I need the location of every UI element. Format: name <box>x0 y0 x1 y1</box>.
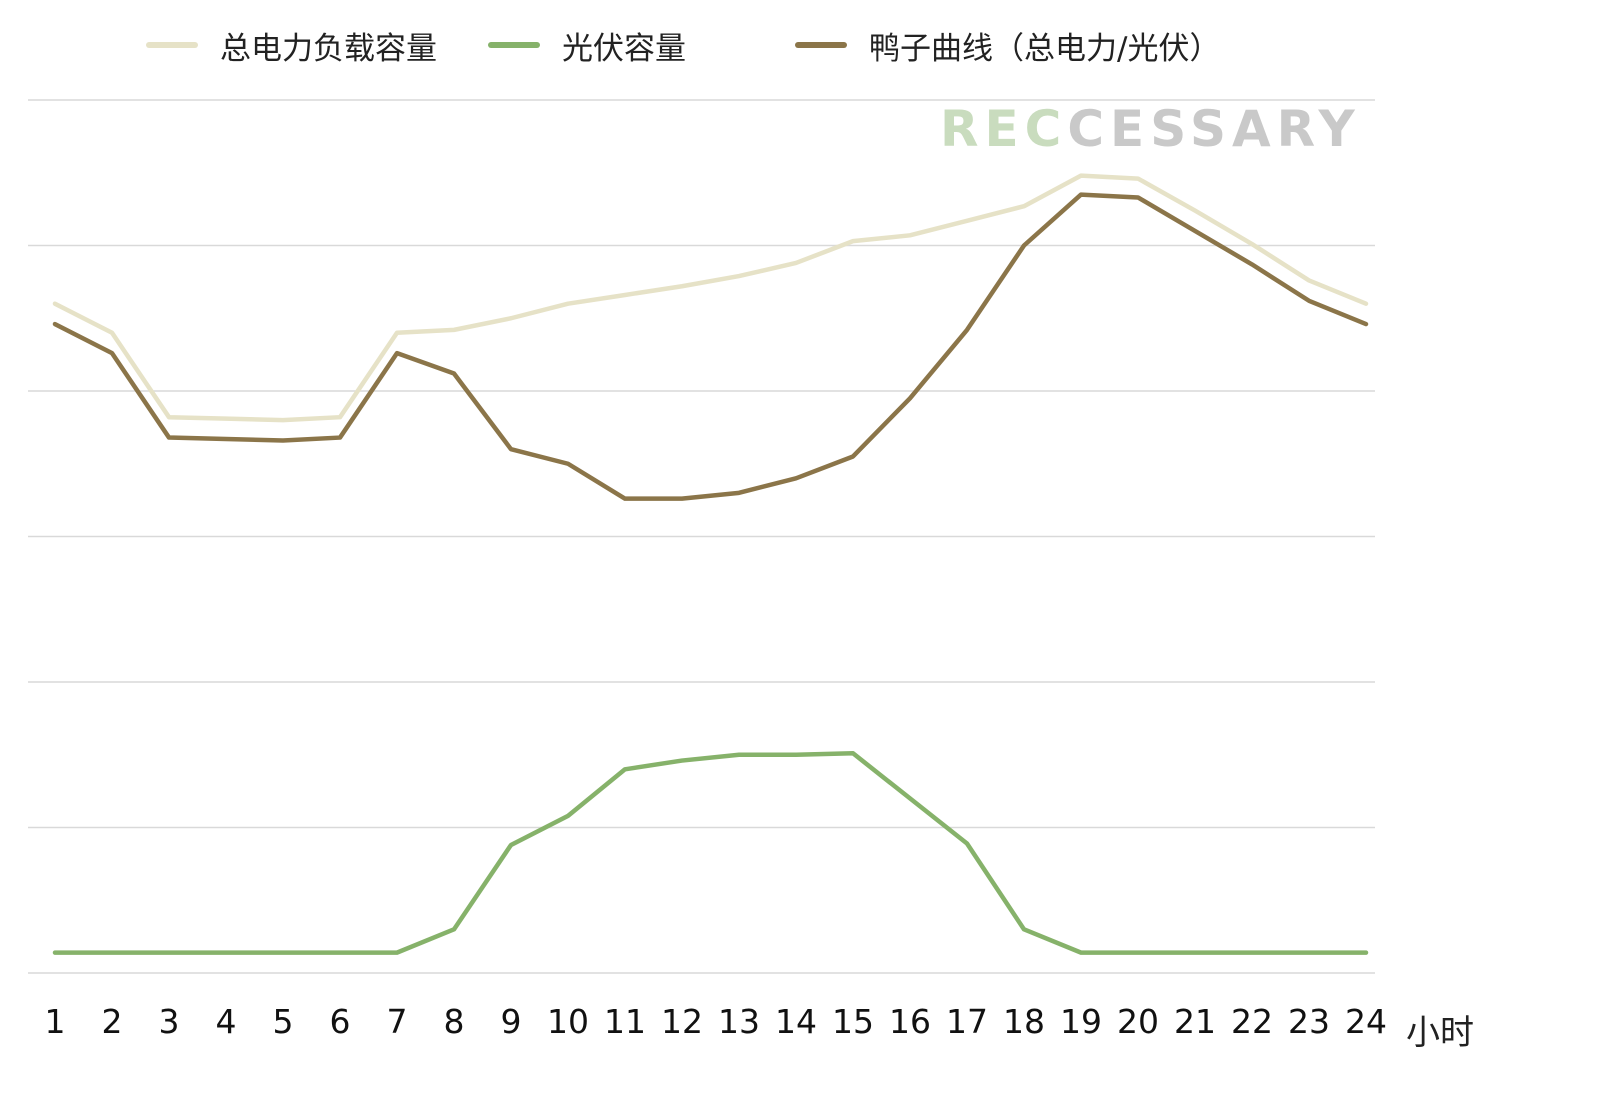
x-tick-label: 14 <box>775 1002 817 1041</box>
x-tick-label: 7 <box>387 1002 408 1041</box>
x-tick-label: 10 <box>547 1002 589 1041</box>
x-tick-label: 17 <box>946 1002 988 1041</box>
x-tick-label: 4 <box>216 1002 237 1041</box>
legend-item-solar: 光伏容量 <box>488 20 686 70</box>
x-tick-label: 11 <box>604 1002 646 1041</box>
legend-label-solar: 光伏容量 <box>562 30 686 67</box>
legend-swatch-total-load <box>146 42 198 48</box>
legend-item-duck-curve: 鸭子曲线（总电力/光伏） <box>795 20 1220 70</box>
x-tick-label: 21 <box>1174 1002 1216 1041</box>
x-tick-label: 6 <box>330 1002 351 1041</box>
watermark-logo: RECCESSARY <box>940 100 1361 158</box>
watermark-text-green: REC <box>940 100 1068 158</box>
legend: 总电力负载容量 光伏容量 鸭子曲线（总电力/光伏） <box>0 20 1600 70</box>
series-lines <box>52 173 1369 955</box>
series-line-duck-curve <box>52 192 1369 501</box>
x-tick-label: 22 <box>1231 1002 1273 1041</box>
gridlines <box>28 99 1375 974</box>
series-line-total-load <box>52 173 1369 423</box>
x-tick-label: 20 <box>1117 1002 1159 1041</box>
legend-swatch-solar <box>488 42 540 48</box>
series-line-solar <box>52 751 1369 955</box>
x-tick-label: 8 <box>444 1002 465 1041</box>
watermark-text-gray: CESSARY <box>1067 100 1361 158</box>
x-tick-label: 15 <box>832 1002 874 1041</box>
x-tick-label: 13 <box>718 1002 760 1041</box>
x-tick-label: 5 <box>273 1002 294 1041</box>
x-axis-unit-label: 小时 <box>1406 1013 1474 1053</box>
x-tick-label: 3 <box>159 1002 180 1041</box>
x-tick-label: 12 <box>661 1002 703 1041</box>
x-tick-label: 1 <box>45 1002 66 1041</box>
x-tick-label: 16 <box>889 1002 931 1041</box>
x-tick-label: 18 <box>1003 1002 1045 1041</box>
x-tick-label: 9 <box>501 1002 522 1041</box>
x-tick-label: 24 <box>1345 1002 1387 1041</box>
x-tick-label: 19 <box>1060 1002 1102 1041</box>
legend-item-total-load: 总电力负载容量 <box>146 20 437 70</box>
legend-label-duck-curve: 鸭子曲线（总电力/光伏） <box>869 30 1221 67</box>
legend-swatch-duck-curve <box>795 42 847 48</box>
x-tick-labels: 1 2 3 4 5 6 7 8 9 10 11 12 13 14 15 16 17 18 19 20 21 22 23 24 <box>45 1002 1388 1041</box>
x-tick-label: 2 <box>102 1002 123 1041</box>
legend-label-total-load: 总电力负载容量 <box>220 30 437 67</box>
x-tick-label: 23 <box>1288 1002 1330 1041</box>
